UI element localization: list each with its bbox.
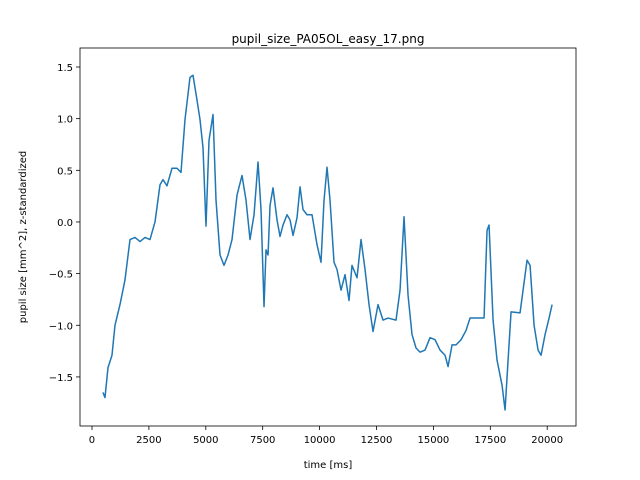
x-tick-label: 2500 [136, 435, 161, 446]
y-axis-label: pupil size [mm^2], z-standardized [18, 151, 29, 323]
chart-title: pupil_size_PA05OL_easy_17.png [232, 32, 425, 46]
x-tick-label: 7500 [250, 435, 275, 446]
x-tick-label: 5000 [193, 435, 218, 446]
x-tick-label: 20000 [531, 435, 563, 446]
plot-frame [79, 47, 577, 427]
y-tick-label: −1.0 [49, 321, 73, 332]
y-tick-label: −1.5 [49, 373, 73, 384]
data-line [102, 74, 553, 411]
x-tick-label: 17500 [474, 435, 506, 446]
y-tick-label: 0.5 [57, 166, 73, 177]
y-tick-label: −0.5 [49, 270, 73, 281]
y-tick-label: 1.5 [57, 63, 73, 74]
y-tick-label: 1.0 [57, 115, 73, 126]
x-tick-label: 15000 [417, 435, 449, 446]
x-axis-label: time [ms] [304, 460, 353, 471]
x-tick-label: 0 [89, 435, 95, 446]
y-tick-label: 0.0 [57, 218, 73, 229]
x-tick-label: 10000 [304, 435, 336, 446]
x-tick-label: 12500 [361, 435, 393, 446]
